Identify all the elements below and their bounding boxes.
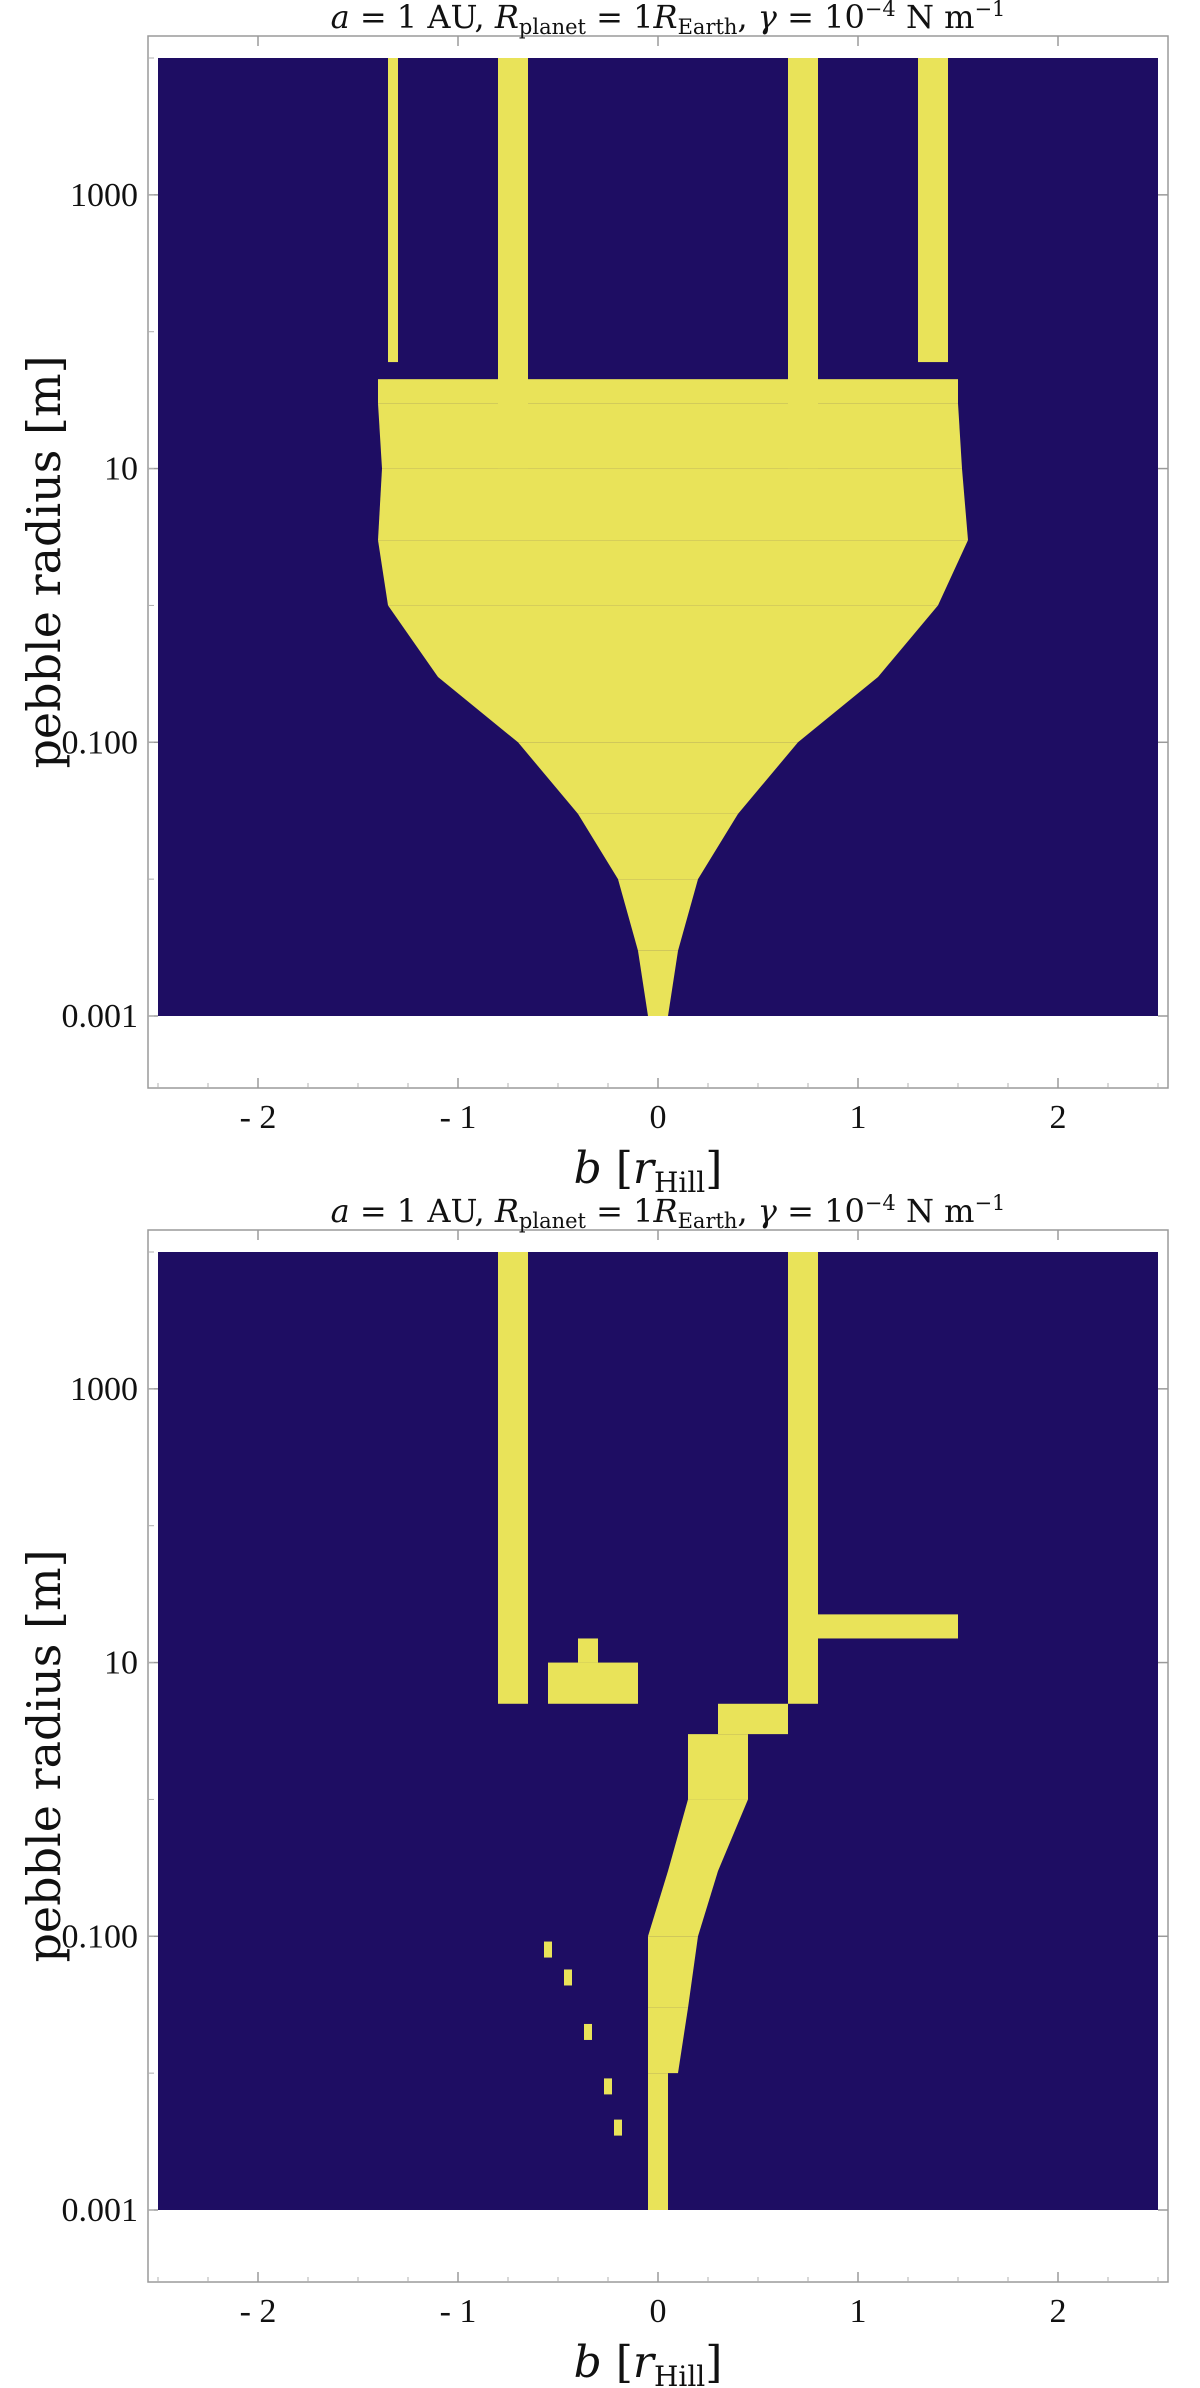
capture-cell	[548, 1662, 638, 1704]
capture-cell	[648, 1936, 698, 2008]
y-tick-label: 0.100	[62, 724, 139, 761]
capture-cell	[378, 403, 962, 469]
capture-cell	[718, 1703, 788, 1735]
chart-panel-top: - 2 - 1 0 1 2 0.001 0.100 10 1000 a = 1 AU, Rplan…	[17, 0, 1169, 1194]
capture-cell	[578, 1638, 598, 1663]
y-tick-label: 10	[104, 1645, 138, 1682]
capture-streak-cell	[584, 2023, 592, 2040]
capture-streak-cell	[564, 1969, 572, 1986]
heatmap-chart-bottom: - 2 - 1 0 1 2 0.001 0.100 10 1000 a = 1 AU, Rplan…	[17, 1194, 1169, 2388]
capture-cell	[638, 950, 678, 1016]
capture-cell	[378, 379, 958, 404]
y-tick-label: 0.100	[62, 1918, 139, 1955]
capture-band	[788, 1252, 818, 1704]
capture-cell	[518, 742, 798, 814]
x-tick-label: - 2	[240, 1099, 277, 1136]
capture-cell	[688, 1734, 748, 1800]
y-axis-label: pebble radius [m]	[17, 1549, 71, 1962]
capture-cell	[578, 813, 738, 880]
y-tick-label: 0.001	[62, 998, 139, 1035]
x-axis-label: b [rHill]	[574, 2337, 723, 2388]
capture-cell	[438, 676, 878, 743]
capture-region	[378, 58, 968, 1016]
capture-fringe	[388, 58, 398, 363]
chart-title: a = 1 AU, Rplanet = 1REarth, γ = 10−4 N …	[331, 1194, 1006, 1233]
y-tick-label: 0.001	[62, 2192, 139, 2229]
capture-band	[498, 1252, 528, 1704]
x-tick-label: - 2	[240, 2293, 277, 2330]
x-tick-label: 1	[850, 2293, 867, 2330]
capture-fringe	[918, 58, 948, 363]
capture-streak-cell	[604, 2078, 612, 2095]
x-tick-label: - 1	[440, 2293, 477, 2330]
capture-cell	[668, 1799, 748, 1871]
capture-band	[788, 58, 818, 469]
x-tick-label: 2	[1050, 1099, 1067, 1136]
y-tick-label: 1000	[70, 1371, 138, 1408]
capture-band	[498, 58, 528, 469]
x-tick-label: 0	[650, 2293, 667, 2330]
capture-cell	[618, 879, 698, 951]
capture-cell	[648, 2007, 688, 2074]
x-tick-label: 0	[650, 1099, 667, 1136]
x-tick-label: 1	[850, 1099, 867, 1136]
x-tick-label: - 1	[440, 1099, 477, 1136]
y-axis-label: pebble radius [m]	[17, 355, 71, 768]
capture-region	[498, 1252, 958, 2210]
capture-cell	[378, 468, 968, 541]
capture-streak-cell	[614, 2119, 622, 2136]
capture-cell	[648, 1870, 718, 1937]
y-tick-label: 10	[104, 451, 138, 488]
heatmap-chart-top: - 2 - 1 0 1 2 0.001 0.100 10 1000 a = 1 AU, Rplan…	[17, 0, 1169, 1194]
x-axis-label: b [rHill]	[574, 1143, 723, 1194]
y-tick-label: 1000	[70, 177, 138, 214]
chart-panel-bottom: - 2 - 1 0 1 2 0.001 0.100 10 1000 a = 1 AU, Rplan…	[0, 1194, 1200, 2388]
capture-cell	[818, 1614, 958, 1639]
capture-cell	[648, 2073, 668, 2210]
capture-cell	[388, 605, 938, 677]
chart-title: a = 1 AU, Rplanet = 1REarth, γ = 10−4 N …	[331, 0, 1006, 39]
x-tick-label: 2	[1050, 2293, 1067, 2330]
capture-streak-cell	[544, 1941, 552, 1958]
capture-cell	[378, 540, 968, 606]
